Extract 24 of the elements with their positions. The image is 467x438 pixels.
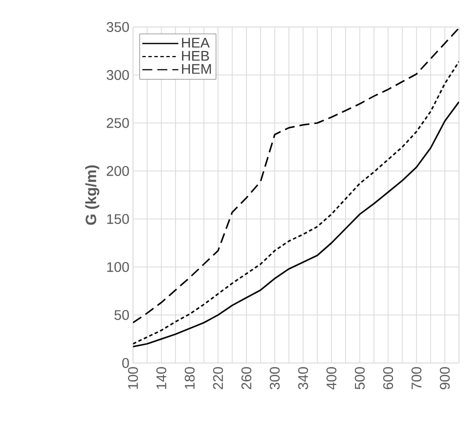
x-tick-label: 900 — [440, 367, 450, 390]
y-tick-label: 100 — [107, 262, 129, 272]
x-tick-label: 340 — [298, 367, 308, 390]
x-tick-label: 700 — [412, 367, 422, 390]
legend-label: HEM — [182, 64, 211, 74]
x-tick-label: 400 — [326, 367, 336, 390]
x-tick-label: 260 — [241, 367, 252, 390]
x-tick-label: 140 — [156, 367, 166, 389]
line-series — [133, 27, 460, 324]
x-tick-label: 500 — [354, 367, 365, 390]
legend-label: HEB — [182, 51, 209, 61]
y-tick-label: 150 — [107, 214, 129, 224]
y-tick-label: 350 — [106, 22, 129, 32]
x-tick-label: 300 — [270, 367, 280, 390]
legend-label: HEA — [182, 38, 210, 48]
x-tick-label: 180 — [184, 367, 195, 389]
y-tick-label: 250 — [106, 118, 129, 128]
x-tick-label: 600 — [383, 367, 394, 390]
y-tick-label: 300 — [106, 70, 129, 80]
y-tick-label: 200 — [106, 166, 129, 176]
y-tick-label: 50 — [114, 310, 129, 320]
x-tick-label: 220 — [213, 367, 224, 390]
y-axis-title: G (kg/m) — [85, 165, 100, 225]
y-tick-label: 0 — [122, 358, 129, 368]
